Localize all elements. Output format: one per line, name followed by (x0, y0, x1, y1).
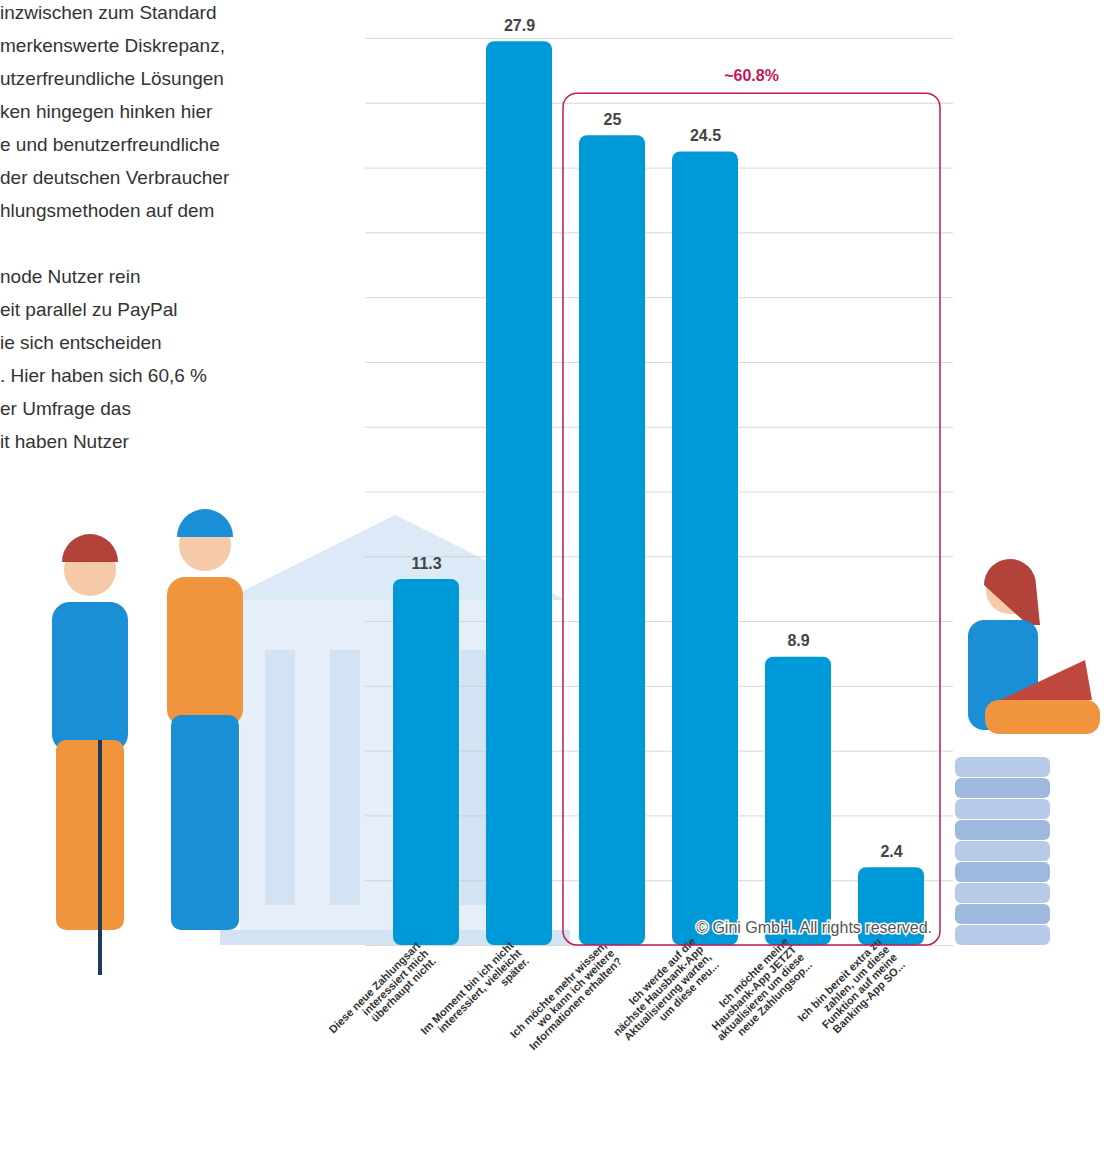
svg-text:27.9: 27.9 (504, 17, 535, 34)
svg-text:11.3: 11.3 (411, 555, 441, 572)
svg-text:25: 25 (604, 111, 622, 128)
svg-text:~60.8%: ~60.8% (724, 67, 779, 84)
svg-text:Ich bin bereit extra zuzahlen,: Ich bin bereit extra zuzahlen, um dieseF… (795, 935, 907, 1047)
svg-text:Ich werde auf dienächste Hausb: Ich werde auf dienächste Hausbank-AppAkt… (603, 935, 721, 1053)
svg-text:8.9: 8.9 (787, 632, 809, 649)
svg-text:Diese neue Zahlungsartinteress: Diese neue Zahlungsartinteressiert michü… (326, 939, 438, 1051)
svg-text:24.5: 24.5 (690, 127, 721, 144)
svg-text:© Gini GmbH. All rights reserv: © Gini GmbH. All rights reserved. (696, 919, 932, 936)
svg-text:Ich möchte mehr wissen,wo kann: Ich möchte mehr wissen,wo kann ich weite… (508, 939, 625, 1056)
svg-text:2.4: 2.4 (880, 843, 902, 860)
svg-text:Ich möchte meineHausbank-App J: Ich möchte meineHausbank-App JETZTaktual… (699, 935, 814, 1050)
